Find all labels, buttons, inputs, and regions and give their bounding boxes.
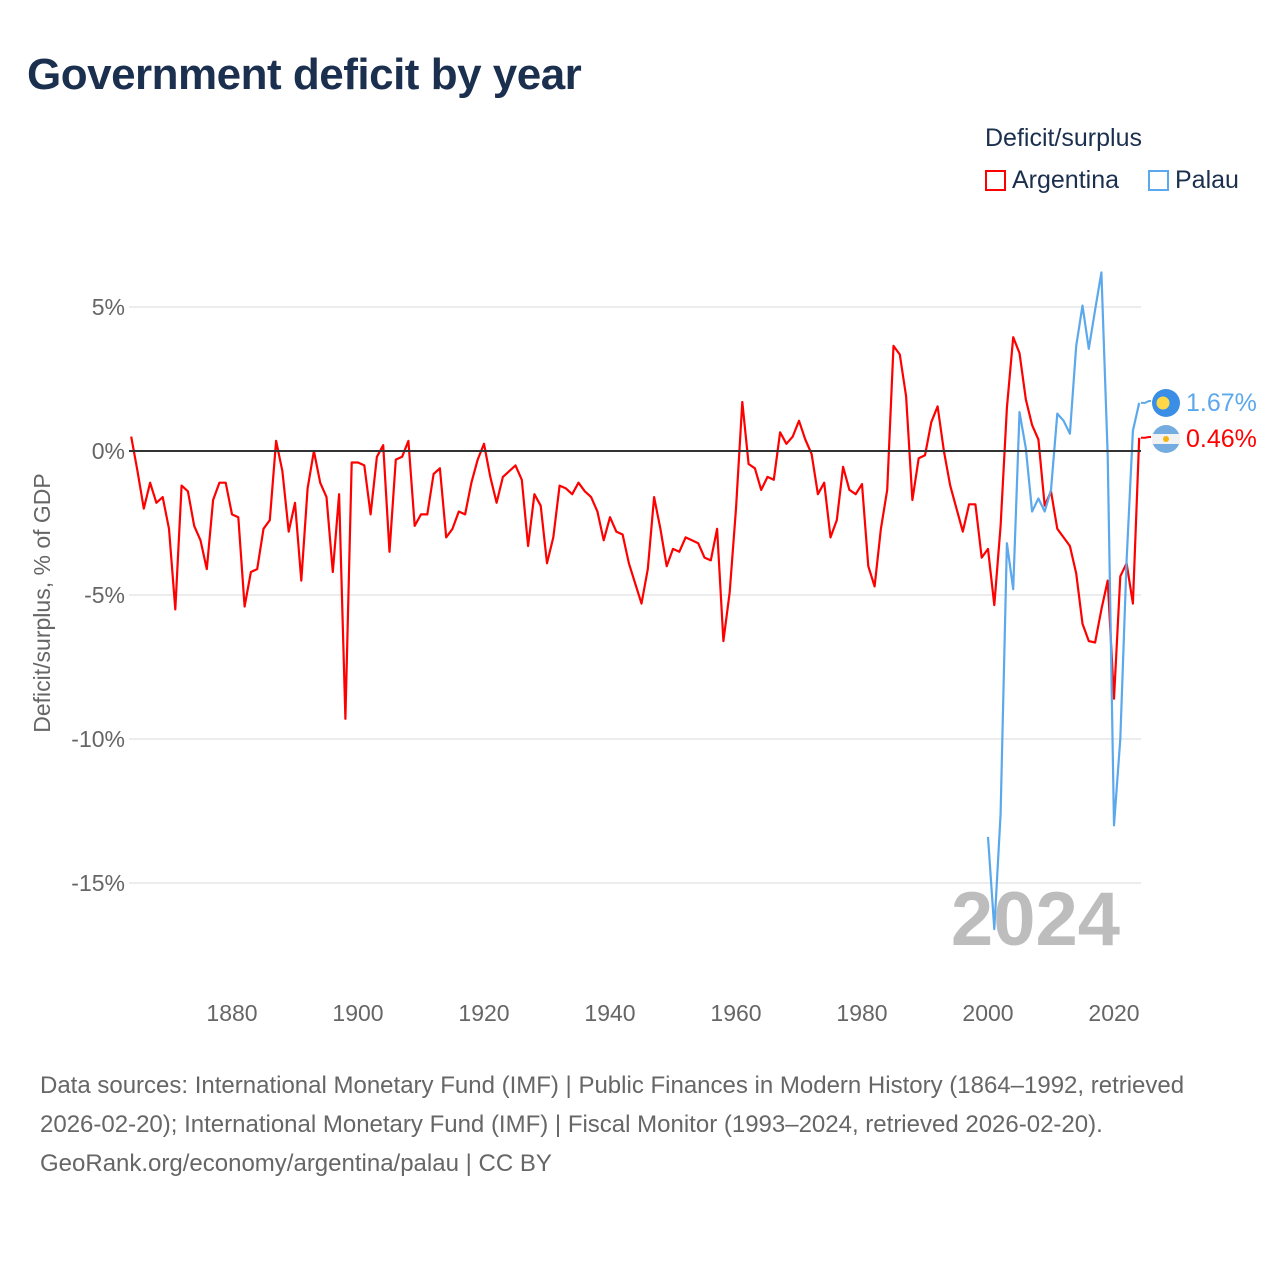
footer: Data sources: International Monetary Fun… [40, 1066, 1240, 1183]
x-tick-label: 1940 [584, 1000, 635, 1026]
legend-item-palau[interactable]: Palau [1148, 166, 1239, 195]
x-tick-label: 2000 [962, 1000, 1013, 1026]
y-tick-label: 0% [92, 438, 125, 464]
palau-flag-sun-icon [1156, 396, 1170, 410]
end-label-connector [1141, 436, 1151, 439]
legend-title: Deficit/surplus [985, 124, 1142, 152]
credit-link[interactable]: GeoRank.org/economy/argentina/palau | CC… [40, 1150, 552, 1177]
end-value-label-palau: 1.67% [1186, 389, 1257, 417]
end-value-label-argentina: 0.46% [1186, 425, 1257, 453]
y-tick-label: -15% [71, 870, 125, 896]
x-tick-label: 1900 [332, 1000, 383, 1026]
legend-swatch-palau [1148, 170, 1169, 191]
y-axis-label: Deficit/surplus, % of GDP [29, 473, 55, 732]
chart-title: Government deficit by year [27, 50, 582, 99]
x-tick-label: 2020 [1088, 1000, 1139, 1026]
x-tick-label: 1980 [836, 1000, 887, 1026]
legend-swatch-argentina [985, 170, 1006, 191]
y-tick-label: -10% [71, 726, 125, 752]
x-tick-label: 1960 [710, 1000, 761, 1026]
legend-item-argentina[interactable]: Argentina [985, 166, 1119, 195]
y-tick-label: -5% [84, 582, 125, 608]
x-tick-label: 1880 [206, 1000, 257, 1026]
y-tick-label: 5% [92, 294, 125, 320]
series-line-argentina [130, 336, 1141, 720]
x-tick-label: 1920 [458, 1000, 509, 1026]
data-sources: Data sources: International Monetary Fun… [40, 1072, 1185, 1138]
legend-label: Palau [1175, 166, 1239, 194]
legend-label: Argentina [1012, 166, 1120, 194]
end-label-connector [1141, 400, 1151, 404]
year-watermark: 2024 [951, 877, 1120, 962]
argentina-flag-sun-icon [1163, 436, 1169, 442]
